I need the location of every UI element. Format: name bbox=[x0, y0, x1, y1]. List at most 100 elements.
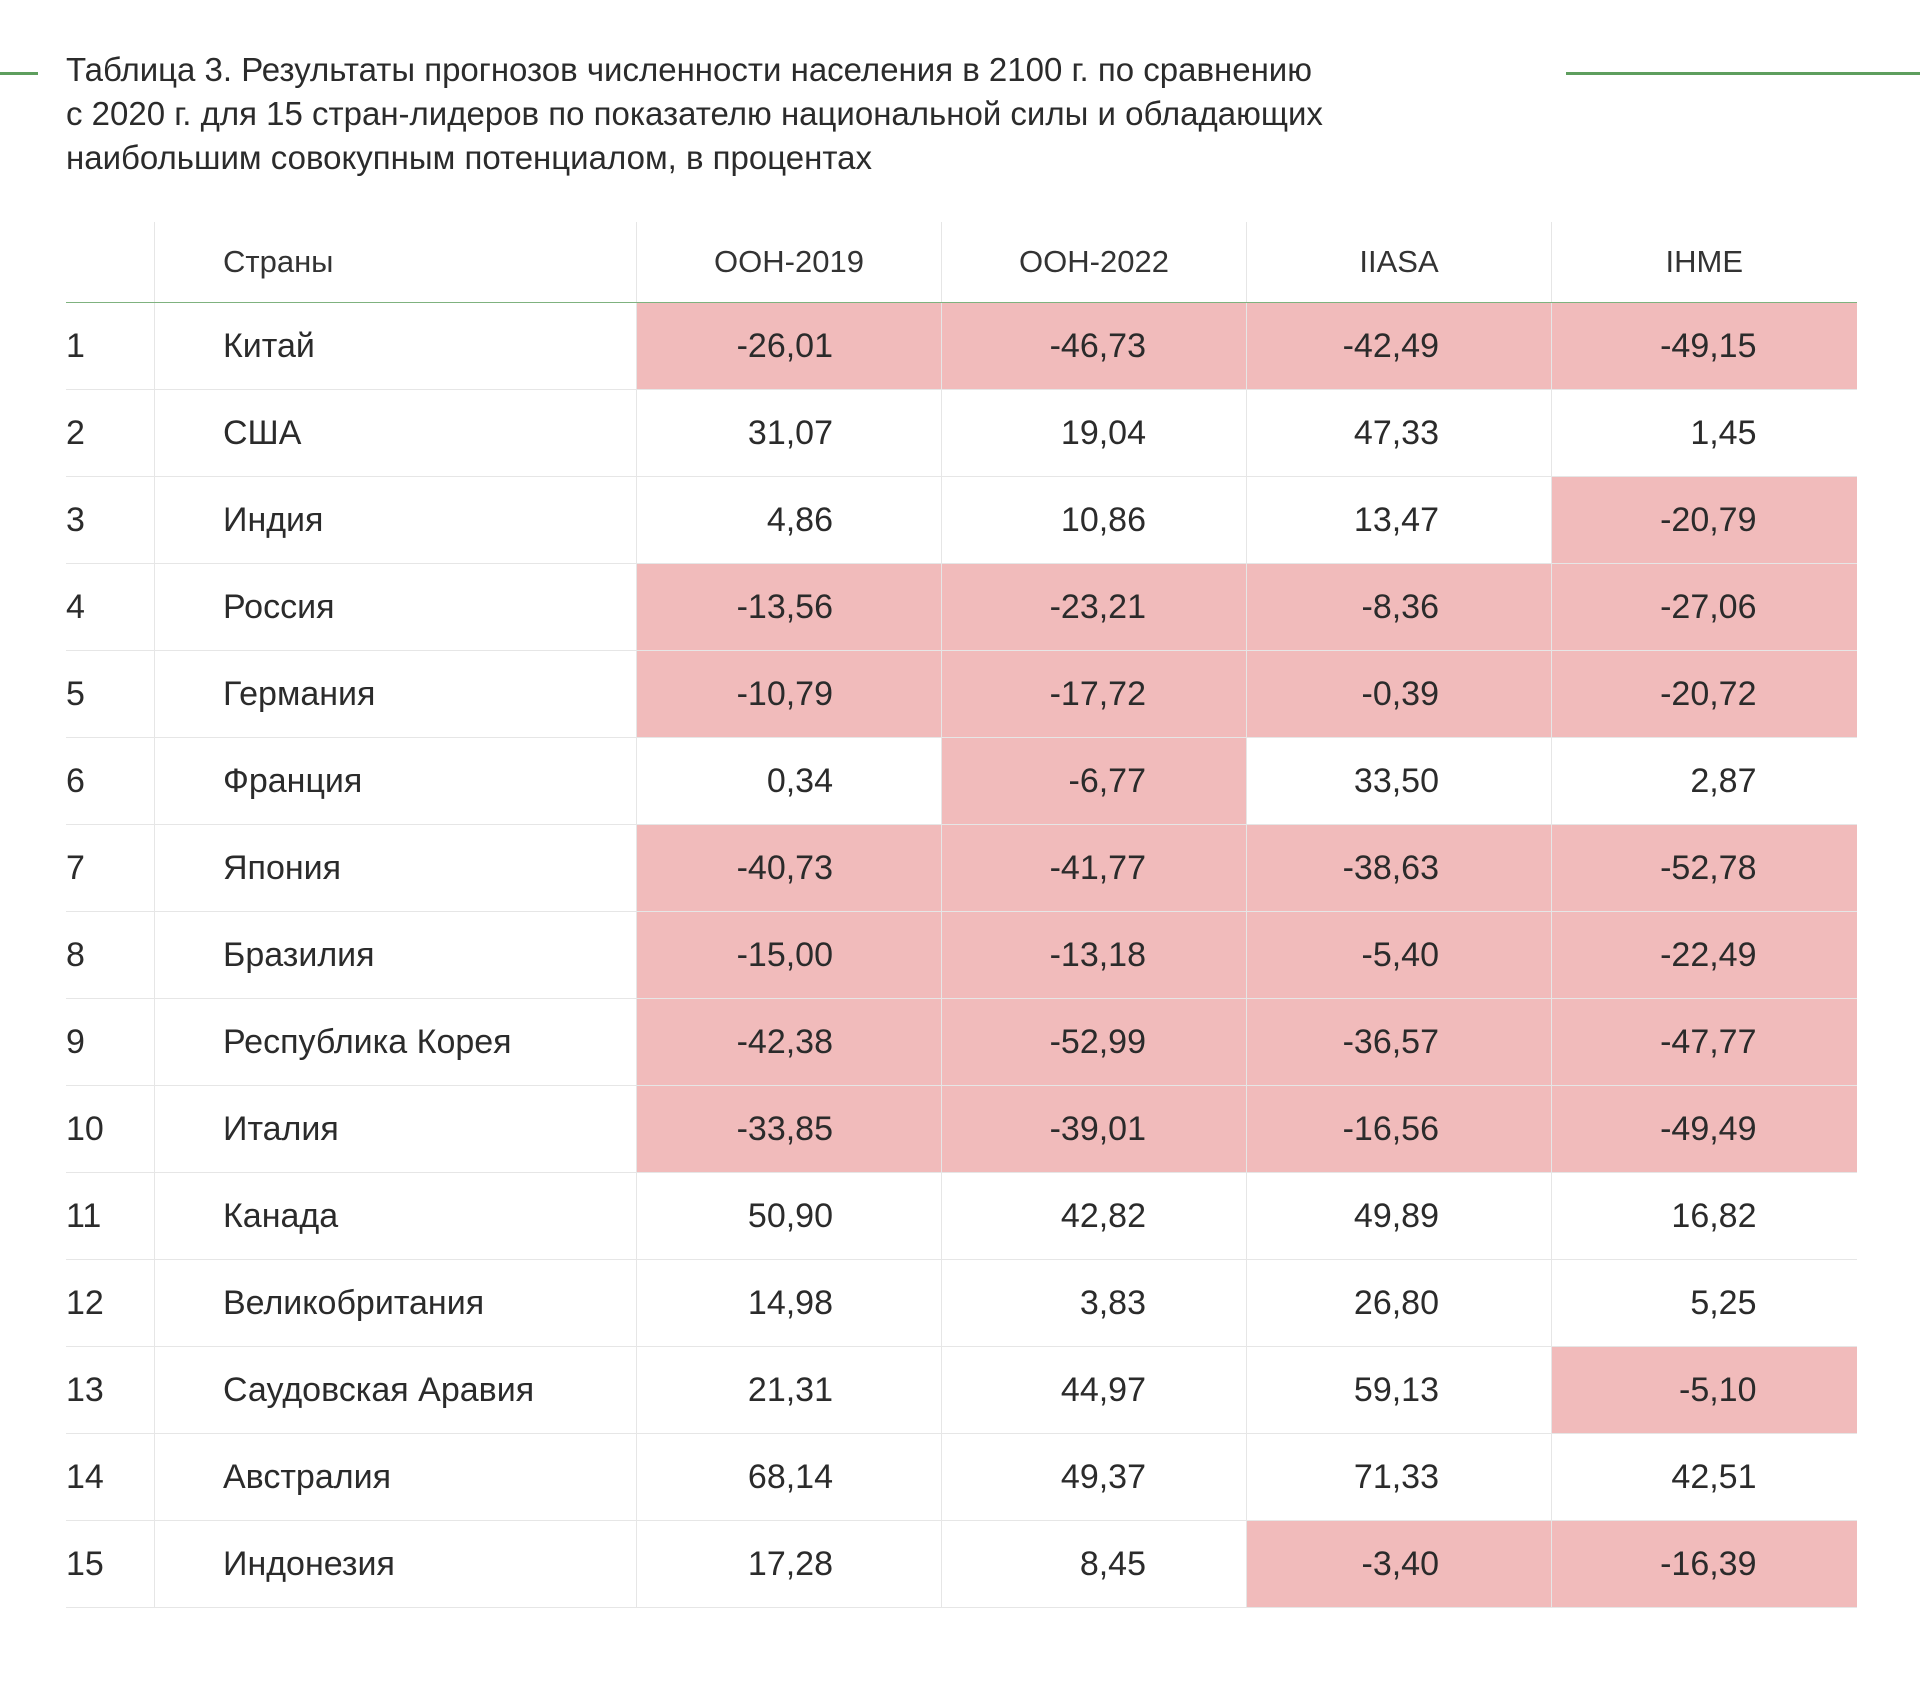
table-caption: Таблица 3. Результаты прогнозов численно… bbox=[66, 48, 1526, 180]
rank-cell: 10 bbox=[66, 1085, 155, 1173]
value-un-2019-cell: 21,31 bbox=[636, 1346, 942, 1434]
value-ihme-cell: 2,87 bbox=[1551, 737, 1857, 825]
value-un-2019-cell: 31,07 bbox=[636, 389, 942, 477]
header-un-2019: ООН-2019 bbox=[636, 222, 942, 303]
table-body: 1 Китай -26,01 -46,73 -42,49 -49,15 2 США 31,07 1… bbox=[66, 302, 1857, 1608]
country-cell: Китай bbox=[154, 302, 637, 390]
rank-cell: 11 bbox=[66, 1172, 155, 1260]
value-ihme-cell: -16,39 bbox=[1551, 1520, 1857, 1608]
value-un-2022-cell: 42,82 bbox=[941, 1172, 1247, 1260]
value-un-2022-cell: 44,97 bbox=[941, 1346, 1247, 1434]
rank-cell: 9 bbox=[66, 998, 155, 1086]
rank-cell: 3 bbox=[66, 476, 155, 564]
country-cell: Индонезия bbox=[154, 1520, 637, 1608]
country-cell: Великобритания bbox=[154, 1259, 637, 1347]
value-ihme-cell: 16,82 bbox=[1551, 1172, 1857, 1260]
value-ihme-cell: -20,72 bbox=[1551, 650, 1857, 738]
country-cell: Республика Корея bbox=[154, 998, 637, 1086]
header-ihme: IHME bbox=[1551, 222, 1857, 303]
value-iiasa-cell: -38,63 bbox=[1246, 824, 1552, 912]
rank-cell: 12 bbox=[66, 1259, 155, 1347]
value-ihme-cell: -52,78 bbox=[1551, 824, 1857, 912]
country-cell: Германия bbox=[154, 650, 637, 738]
value-un-2019-cell: 50,90 bbox=[636, 1172, 942, 1260]
rank-cell: 1 bbox=[66, 302, 155, 390]
table-row: 12 Великобритания 14,98 3,83 26,80 5,25 bbox=[66, 1259, 1857, 1347]
value-iiasa-cell: 49,89 bbox=[1246, 1172, 1552, 1260]
value-iiasa-cell: 33,50 bbox=[1246, 737, 1552, 825]
value-ihme-cell: 42,51 bbox=[1551, 1433, 1857, 1521]
rank-cell: 6 bbox=[66, 737, 155, 825]
rank-cell: 14 bbox=[66, 1433, 155, 1521]
table-header-row: Страны ООН-2019 ООН-2022 IIASA IHME bbox=[66, 222, 1857, 303]
header-country: Страны bbox=[154, 222, 637, 303]
value-un-2022-cell: 8,45 bbox=[941, 1520, 1247, 1608]
value-un-2022-cell: -39,01 bbox=[941, 1085, 1247, 1173]
table-row: 3 Индия 4,86 10,86 13,47 -20,79 bbox=[66, 476, 1857, 564]
value-iiasa-cell: 47,33 bbox=[1246, 389, 1552, 477]
value-iiasa-cell: -36,57 bbox=[1246, 998, 1552, 1086]
value-un-2019-cell: -42,38 bbox=[636, 998, 942, 1086]
value-ihme-cell: 5,25 bbox=[1551, 1259, 1857, 1347]
value-iiasa-cell: -0,39 bbox=[1246, 650, 1552, 738]
value-iiasa-cell: -8,36 bbox=[1246, 563, 1552, 651]
value-un-2022-cell: -13,18 bbox=[941, 911, 1247, 999]
header-rank bbox=[66, 222, 155, 303]
caption-line-3: наибольшим совокупным потенциалом, в про… bbox=[66, 139, 872, 176]
value-un-2019-cell: 14,98 bbox=[636, 1259, 942, 1347]
accent-line-right bbox=[1566, 72, 1920, 75]
table-row: 5 Германия -10,79 -17,72 -0,39 -20,72 bbox=[66, 650, 1857, 738]
value-ihme-cell: -22,49 bbox=[1551, 911, 1857, 999]
value-un-2022-cell: -52,99 bbox=[941, 998, 1247, 1086]
value-ihme-cell: 1,45 bbox=[1551, 389, 1857, 477]
country-cell: Австралия bbox=[154, 1433, 637, 1521]
value-ihme-cell: -27,06 bbox=[1551, 563, 1857, 651]
rank-cell: 8 bbox=[66, 911, 155, 999]
value-iiasa-cell: -3,40 bbox=[1246, 1520, 1552, 1608]
caption-line-1: Таблица 3. Результаты прогнозов численно… bbox=[66, 51, 1312, 88]
value-un-2019-cell: -15,00 bbox=[636, 911, 942, 999]
table-row: 2 США 31,07 19,04 47,33 1,45 bbox=[66, 389, 1857, 477]
value-ihme-cell: -49,49 bbox=[1551, 1085, 1857, 1173]
population-forecast-table: Страны ООН-2019 ООН-2022 IIASA IHME 1 Кит… bbox=[66, 222, 1857, 1608]
value-un-2022-cell: 3,83 bbox=[941, 1259, 1247, 1347]
country-cell: Италия bbox=[154, 1085, 637, 1173]
country-cell: Россия bbox=[154, 563, 637, 651]
value-un-2019-cell: 17,28 bbox=[636, 1520, 942, 1608]
value-un-2019-cell: 0,34 bbox=[636, 737, 942, 825]
value-un-2022-cell: -17,72 bbox=[941, 650, 1247, 738]
value-ihme-cell: -49,15 bbox=[1551, 302, 1857, 390]
table-row: 4 Россия -13,56 -23,21 -8,36 -27,06 bbox=[66, 563, 1857, 651]
table-row: 14 Австралия 68,14 49,37 71,33 42,51 bbox=[66, 1433, 1857, 1521]
country-cell: Индия bbox=[154, 476, 637, 564]
rank-cell: 13 bbox=[66, 1346, 155, 1434]
value-un-2019-cell: -10,79 bbox=[636, 650, 942, 738]
country-cell: США bbox=[154, 389, 637, 477]
table-row: 1 Китай -26,01 -46,73 -42,49 -49,15 bbox=[66, 302, 1857, 390]
value-un-2019-cell: -40,73 bbox=[636, 824, 942, 912]
value-un-2019-cell: -26,01 bbox=[636, 302, 942, 390]
value-un-2022-cell: -6,77 bbox=[941, 737, 1247, 825]
value-un-2022-cell: -23,21 bbox=[941, 563, 1247, 651]
value-iiasa-cell: -42,49 bbox=[1246, 302, 1552, 390]
value-un-2022-cell: -46,73 bbox=[941, 302, 1247, 390]
table-row: 7 Япония -40,73 -41,77 -38,63 -52,78 bbox=[66, 824, 1857, 912]
rank-cell: 7 bbox=[66, 824, 155, 912]
value-un-2019-cell: -33,85 bbox=[636, 1085, 942, 1173]
value-iiasa-cell: 59,13 bbox=[1246, 1346, 1552, 1434]
table-row: 8 Бразилия -15,00 -13,18 -5,40 -22,49 bbox=[66, 911, 1857, 999]
value-ihme-cell: -5,10 bbox=[1551, 1346, 1857, 1434]
country-cell: Япония bbox=[154, 824, 637, 912]
rank-cell: 4 bbox=[66, 563, 155, 651]
table-row: 9 Республика Корея -42,38 -52,99 -36,57 -47,7… bbox=[66, 998, 1857, 1086]
value-iiasa-cell: 13,47 bbox=[1246, 476, 1552, 564]
country-cell: Канада bbox=[154, 1172, 637, 1260]
header-iiasa: IIASA bbox=[1246, 222, 1552, 303]
value-un-2019-cell: -13,56 bbox=[636, 563, 942, 651]
accent-line-left bbox=[0, 72, 38, 75]
country-cell: Саудовская Аравия bbox=[154, 1346, 637, 1434]
table-row: 13 Саудовская Аравия 21,31 44,97 59,13 -5,10 bbox=[66, 1346, 1857, 1434]
value-ihme-cell: -47,77 bbox=[1551, 998, 1857, 1086]
value-ihme-cell: -20,79 bbox=[1551, 476, 1857, 564]
value-iiasa-cell: -16,56 bbox=[1246, 1085, 1552, 1173]
